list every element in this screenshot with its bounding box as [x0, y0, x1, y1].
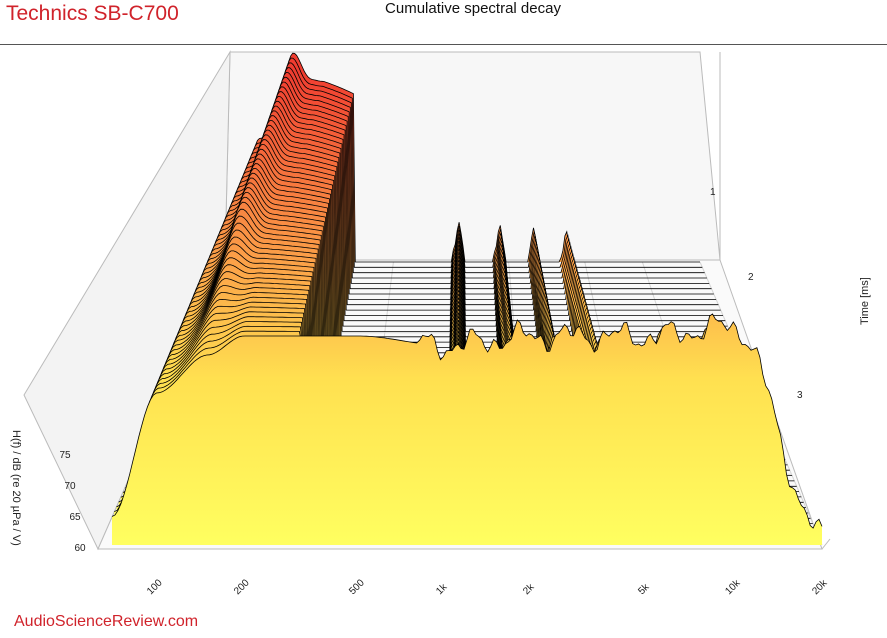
time-tick-label: 2 [748, 272, 754, 283]
box-edge [821, 538, 831, 550]
header-divider [0, 44, 887, 45]
page-title: Technics SB-C700 [6, 2, 179, 25]
x-tick-label: 20k [810, 577, 830, 597]
y-tick-label: 75 [59, 450, 71, 461]
decay-slice-line [220, 71, 710, 284]
decay-slice-line [229, 52, 700, 263]
decay-slice-line [227, 57, 703, 268]
watermark: AudioScienceReview.com [14, 613, 199, 630]
chart-title: Cumulative spectral decay [385, 0, 561, 17]
time-tick-label: 1 [710, 187, 716, 198]
y-axis-label: H(f) / dB (re 20 µPa / V) [10, 430, 22, 546]
y-tick-label: 65 [69, 512, 81, 523]
x-tick-label: 2k [521, 581, 537, 597]
x-tick-label: 500 [347, 577, 367, 597]
decay-slices [111, 52, 823, 545]
time-tick-label: 3 [797, 390, 803, 401]
decay-slice-line [225, 62, 705, 274]
y-tick-label: 60 [74, 543, 86, 554]
x-tick-label: 10k [723, 577, 743, 597]
x-tick-label: 1k [434, 581, 450, 597]
decay-slice-fill [112, 314, 822, 545]
x-tick-label: 5k [636, 581, 652, 597]
x-tick-label: 100 [145, 577, 165, 597]
decay-slice-line [223, 67, 707, 279]
decay-slice-line [111, 313, 823, 529]
decay-slice-line [218, 76, 712, 290]
x-tick-label: 200 [232, 577, 252, 597]
y-tick-label: 70 [64, 481, 76, 492]
time-axis-label: Time [ms] [859, 277, 871, 325]
